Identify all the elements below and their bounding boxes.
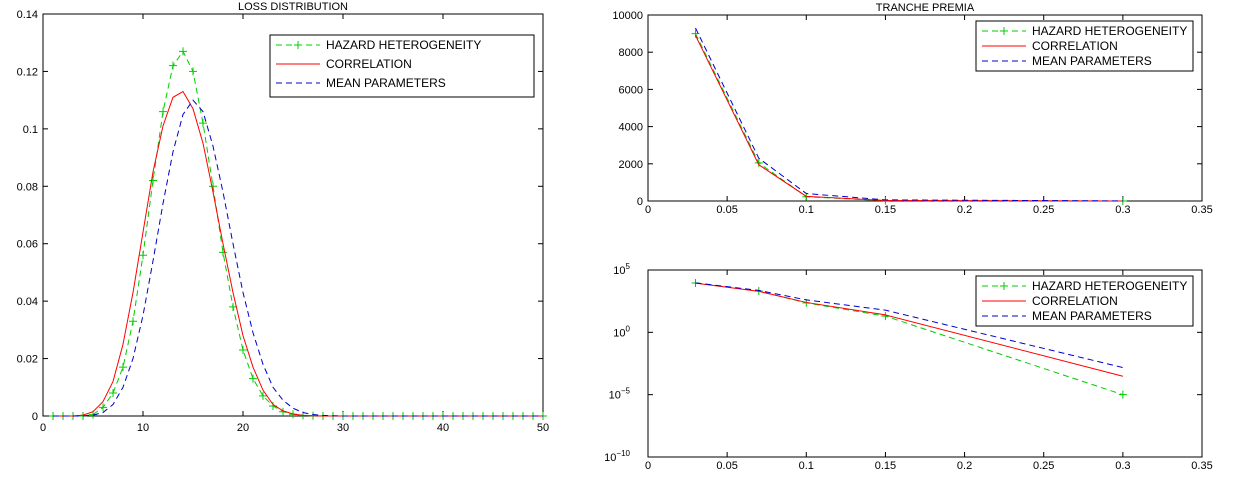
series-line-2 — [695, 282, 1123, 369]
x-tick-label: 50 — [537, 422, 549, 434]
series-line-2 — [53, 99, 543, 417]
chart-title: LOSS DISTRIBUTION — [238, 1, 348, 13]
y-tick-label: 6000 — [619, 84, 643, 96]
data-point-marker — [99, 403, 107, 412]
x-tick-label: 0.35 — [1191, 460, 1212, 472]
y-tick-label: 0.1 — [23, 124, 38, 136]
chart-1: LOSS DISTRIBUTION 0 10 20 30 40 50 0 0.02 0.04 0.0… — [17, 1, 550, 434]
data-point-marker — [109, 389, 117, 398]
legend-box — [269, 34, 535, 98]
data-point-marker — [139, 251, 147, 260]
y-tick-exponent: 0 — [626, 324, 631, 333]
x-tick-label: 0.15 — [875, 204, 896, 216]
x-tick-label: 20 — [237, 422, 249, 434]
legend-label: MEAN PARAMETERS — [1032, 309, 1152, 323]
legend-marker — [1000, 282, 1008, 290]
x-tick-label: 0.35 — [1191, 204, 1212, 216]
data-point-marker — [119, 363, 127, 372]
data-point-marker — [249, 374, 257, 383]
chart-2: TRANCHE PREMIA 0 0.05 0.1 0.15 0.2 0.25 0.3 0.35… — [612, 2, 1212, 216]
data-point-marker — [259, 391, 267, 400]
x-tick-label: 0.05 — [716, 460, 737, 472]
legend-label: MEAN PARAMETERS — [326, 76, 446, 90]
y-tick-label: 0.12 — [17, 66, 38, 78]
y-tick-label: 0.02 — [17, 354, 38, 366]
data-point-marker — [199, 119, 207, 128]
legend-label: HAZARD HETEROGENEITY — [326, 38, 481, 52]
x-tick-label: 0.25 — [1033, 204, 1054, 216]
x-tick-label: 0.3 — [1115, 204, 1130, 216]
y-tick-label: 10000 — [612, 10, 643, 22]
x-tick-label: 30 — [337, 422, 349, 434]
x-tick-label: 0.1 — [799, 460, 814, 472]
legend-label: MEAN PARAMETERS — [1032, 54, 1152, 68]
legend-marker — [1000, 27, 1008, 35]
y-tick-label: 10−10 — [604, 449, 630, 464]
x-tick-label: 0.3 — [1115, 460, 1130, 472]
legend-label: HAZARD HETEROGENEITY — [1032, 24, 1187, 38]
data-point-marker — [754, 158, 763, 167]
y-tick-label: 0.04 — [17, 296, 38, 308]
x-tick-label: 0.2 — [957, 204, 972, 216]
data-point-marker — [209, 182, 217, 191]
data-point-marker — [239, 345, 247, 354]
x-tick-label: 0.2 — [957, 460, 972, 472]
y-tick-exponent: −10 — [616, 449, 630, 458]
legend: HAZARD HETEROGENEITY CORRELATION MEAN PARA… — [269, 34, 535, 98]
data-point-marker — [149, 176, 157, 185]
y-tick-label: 0.08 — [17, 181, 38, 193]
y-tick-label: 0 — [637, 196, 643, 208]
y-tick-exponent: 5 — [626, 262, 631, 271]
x-tick-label: 0.05 — [716, 204, 737, 216]
x-tick-label: 0 — [645, 204, 651, 216]
x-tick-label: 0.1 — [799, 204, 814, 216]
x-tick-label: 0 — [645, 460, 651, 472]
y-tick-label: 8000 — [619, 47, 643, 59]
series-line-1 — [695, 282, 1123, 377]
series-line-1 — [53, 90, 543, 417]
data-point-marker — [229, 302, 237, 311]
y-tick-label: 10−5 — [609, 387, 631, 402]
data-point-marker — [1118, 390, 1127, 399]
legend-marker — [294, 41, 302, 49]
y-tick-label: 0.14 — [17, 9, 38, 21]
y-tick-label: 0.06 — [17, 239, 38, 251]
series-line-2 — [695, 27, 1123, 202]
x-tick-label: 0 — [40, 422, 46, 434]
data-point-marker — [159, 107, 167, 116]
legend-label: CORRELATION — [1032, 294, 1118, 308]
y-tick-label: 0 — [32, 411, 38, 423]
legend-label: CORRELATION — [1032, 39, 1118, 53]
x-tick-label: 0.15 — [875, 460, 896, 472]
x-tick-label: 40 — [437, 422, 449, 434]
y-tick-label: 4000 — [619, 122, 643, 134]
y-tick-base: 10 — [613, 265, 625, 277]
x-tick-label: 10 — [137, 422, 149, 434]
y-tick-label: 100 — [613, 324, 630, 339]
data-point-marker — [169, 61, 177, 70]
data-point-marker — [179, 47, 187, 56]
y-tick-label: 105 — [613, 262, 630, 277]
y-tick-label: 2000 — [619, 159, 643, 171]
y-tick-base: 10 — [613, 327, 625, 339]
y-tick-base: 10 — [604, 452, 616, 464]
chart-title: TRANCHE PREMIA — [876, 2, 975, 14]
x-tick-label: 0.25 — [1033, 460, 1054, 472]
y-tick-exponent: −5 — [621, 387, 631, 396]
y-tick-base: 10 — [609, 390, 621, 402]
legend-label: HAZARD HETEROGENEITY — [1032, 279, 1187, 293]
legend-label: CORRELATION — [326, 57, 412, 71]
data-point-marker — [129, 317, 137, 326]
chart-3: 0 0.05 0.1 0.15 0.2 0.25 0.3 0.3510510010−510−1… — [604, 262, 1213, 472]
data-point-marker — [189, 67, 197, 76]
data-point-marker — [219, 248, 227, 257]
